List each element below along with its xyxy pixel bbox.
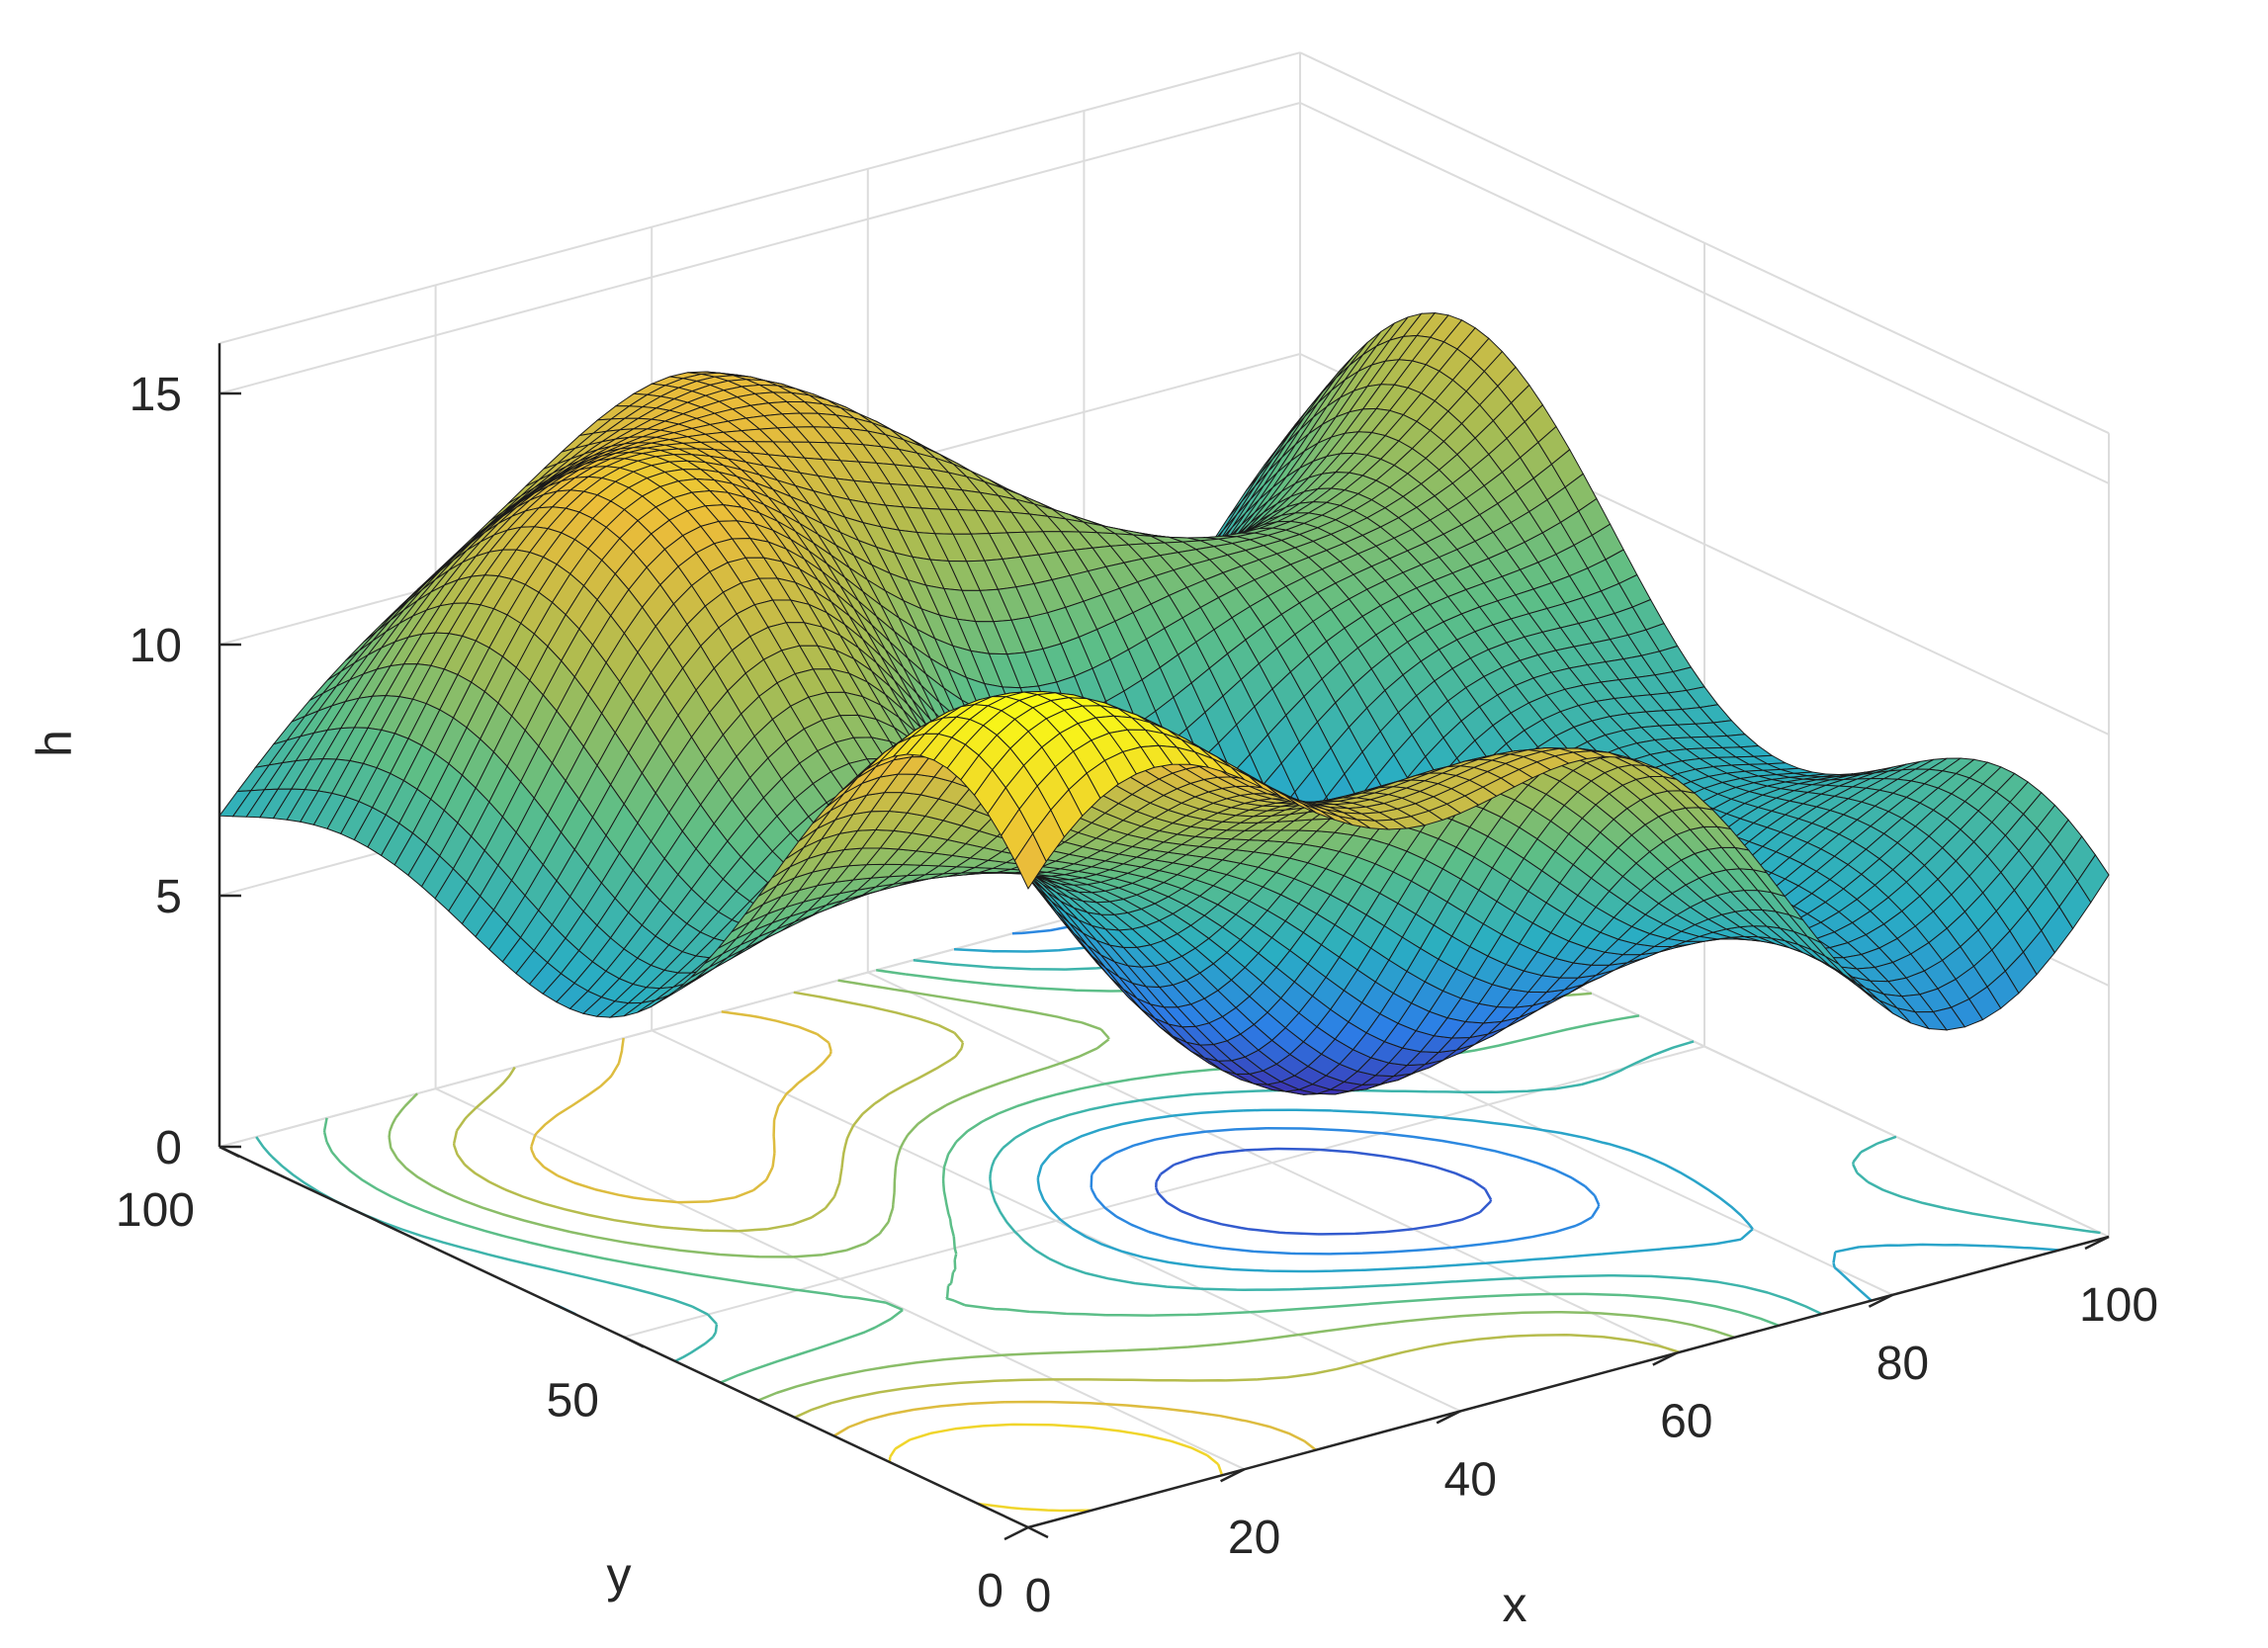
- y-tick-mark: [623, 1336, 645, 1348]
- y-tick-label: 50: [547, 1375, 599, 1428]
- grid-line: [623, 1045, 1705, 1339]
- grid-line: [1299, 102, 2110, 484]
- contour-line: [255, 872, 2101, 1363]
- axes: [218, 343, 2110, 1541]
- grid-line: [218, 51, 1301, 345]
- x-tick-label: 80: [1876, 1338, 1929, 1390]
- y-tick-label: 0: [977, 1565, 1003, 1617]
- x-tick-mark: [1868, 1293, 1893, 1308]
- x-tick-label: 40: [1444, 1453, 1497, 1506]
- z-tick-label: 0: [155, 1122, 182, 1174]
- x-tick-mark: [1220, 1468, 1246, 1483]
- x-tick-mark: [1003, 1525, 1029, 1541]
- y-axis-label: y: [607, 1547, 632, 1603]
- z-tick-label: 15: [130, 369, 182, 421]
- z-tick-label: 5: [155, 871, 182, 923]
- x-axis-label: x: [1503, 1577, 1527, 1632]
- contour-line: [452, 897, 1681, 1419]
- y-tick-mark: [218, 1145, 240, 1159]
- z-tick-label: 10: [130, 620, 182, 672]
- x-tick-label: 100: [2079, 1279, 2158, 1332]
- contour-line: [888, 1423, 1224, 1513]
- grid-line: [1299, 51, 2110, 435]
- x-tick-label: 20: [1228, 1512, 1280, 1564]
- x-tick-label: 0: [1025, 1570, 1052, 1622]
- x-axis-line: [1027, 1235, 2110, 1529]
- z-axis-label: h: [27, 730, 82, 757]
- contour-line: [530, 1010, 1317, 1451]
- surface-patch: [1013, 832, 1047, 890]
- tick-labels: 0 20 40 60 80 100 0 50 100 0 5 10 15 x y h: [27, 369, 2158, 1632]
- x-tick-mark: [1436, 1410, 1461, 1425]
- contour-line: [1155, 1147, 1493, 1236]
- y-tick-mark: [1027, 1525, 1049, 1539]
- y-tick-label: 100: [116, 1184, 195, 1237]
- x-tick-mark: [1652, 1351, 1678, 1366]
- x-tick-label: 60: [1660, 1396, 1712, 1448]
- surface-mesh: [218, 312, 2110, 1095]
- grid-line: [218, 102, 1301, 394]
- x-tick-mark: [2084, 1235, 2110, 1251]
- contour-line: [1011, 904, 1601, 1256]
